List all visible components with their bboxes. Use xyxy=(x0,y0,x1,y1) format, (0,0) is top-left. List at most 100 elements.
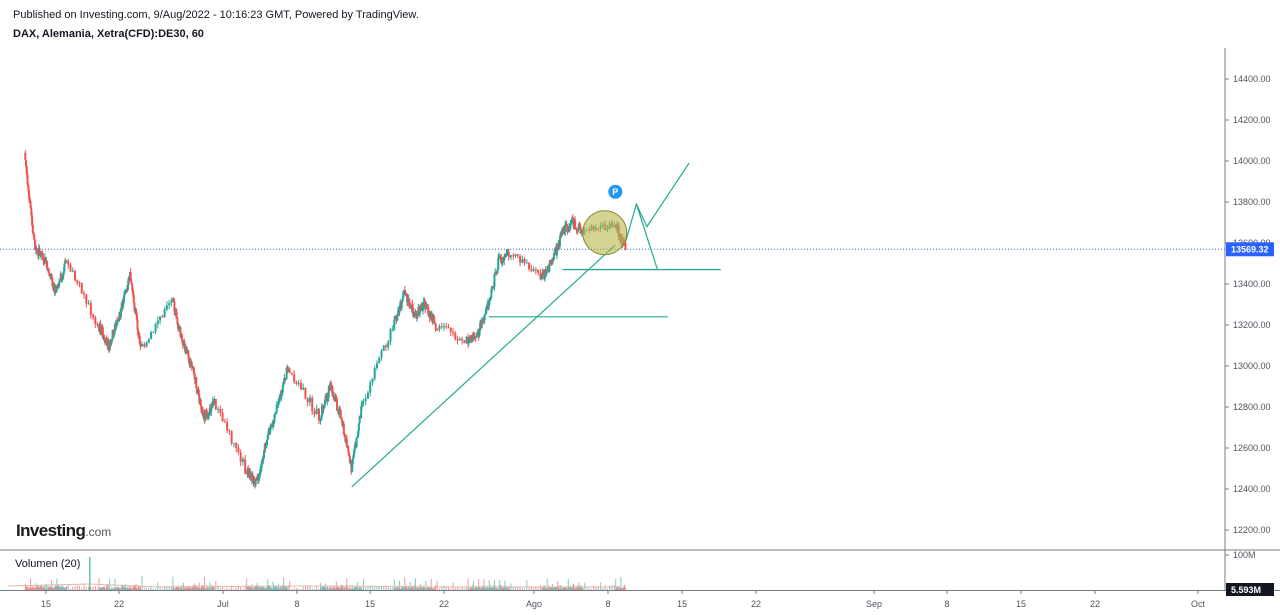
candle-body xyxy=(197,388,200,394)
candle-body xyxy=(41,254,44,257)
candle-body xyxy=(338,408,341,415)
volume-bar xyxy=(554,586,556,590)
volume-bar xyxy=(557,581,559,590)
candle-body xyxy=(539,272,542,280)
volume-bar xyxy=(383,585,385,590)
volume-bar xyxy=(558,585,560,590)
candle-body xyxy=(456,339,459,341)
candle-body xyxy=(134,309,137,314)
candle-body xyxy=(232,443,235,445)
volume-bar xyxy=(493,585,495,590)
volume-bar xyxy=(430,578,432,590)
price-axis[interactable]: 14400.0014200.0014000.0013800.0013600.00… xyxy=(1225,74,1271,560)
volume-bar xyxy=(404,577,406,590)
volume-bar xyxy=(97,587,99,590)
volume-bar xyxy=(137,585,139,590)
candle-body xyxy=(577,229,580,231)
volume-bar xyxy=(512,586,514,590)
candle-body xyxy=(467,340,470,344)
price-tick-label: 12400.00 xyxy=(1233,484,1271,494)
time-axis[interactable]: 15 22 Jul 8 15 22 Ago 8 15 22 Sep 8 15 22 Oct xyxy=(41,590,1206,609)
volume-bar xyxy=(27,586,29,590)
price-tick-label: 14400.00 xyxy=(1233,74,1271,84)
candle-body xyxy=(570,220,573,224)
volume-bar xyxy=(484,588,486,590)
volume-bar xyxy=(150,586,152,590)
volume-bar xyxy=(283,586,285,590)
volume-bar xyxy=(414,585,416,590)
volume-bar xyxy=(521,588,523,590)
volume-bar xyxy=(563,587,565,590)
volume-bar xyxy=(85,586,87,590)
candle-body xyxy=(333,400,336,402)
candle-body xyxy=(360,402,363,407)
time-tick-label: 22 xyxy=(751,599,761,609)
candle-body xyxy=(356,436,359,438)
volume-bars xyxy=(7,557,626,590)
volume-bar xyxy=(133,586,135,590)
volume-bar xyxy=(302,586,304,590)
candle-body xyxy=(266,439,269,446)
volume-bar xyxy=(461,586,463,590)
candle-body xyxy=(192,367,195,375)
volume-bar xyxy=(327,587,329,590)
volume-bar xyxy=(40,585,42,590)
volume-bar xyxy=(402,587,404,590)
candle-body xyxy=(27,184,30,191)
volume-bar xyxy=(265,587,267,590)
volume-bar xyxy=(33,588,35,590)
candle-body xyxy=(31,225,34,233)
volume-bar xyxy=(570,585,572,590)
volume-bar xyxy=(178,586,180,590)
volume-bar xyxy=(155,588,157,590)
candle-body xyxy=(258,475,261,478)
candle-body xyxy=(422,301,425,307)
candle-body xyxy=(578,223,581,226)
candle-body xyxy=(353,448,356,455)
volume-indicator-label[interactable]: Volumen (20) xyxy=(15,558,81,570)
volume-bar xyxy=(263,588,265,590)
volume-bar xyxy=(344,588,346,590)
volume-bar xyxy=(286,585,288,590)
candle-body xyxy=(366,392,369,399)
volume-bar xyxy=(505,587,507,590)
volume-bar xyxy=(41,585,43,590)
volume-bar xyxy=(94,586,96,590)
volume-bar xyxy=(330,585,332,590)
candle-body xyxy=(565,224,568,227)
volume-bar xyxy=(42,587,44,590)
volume-bar xyxy=(194,585,196,590)
candle-body xyxy=(516,254,519,257)
candle-body xyxy=(193,374,196,380)
volume-bar xyxy=(568,586,570,590)
volume-bar xyxy=(48,586,50,590)
last-price-badge-label: 13569.32 xyxy=(1231,244,1269,254)
candle-body xyxy=(139,343,142,347)
candle-body xyxy=(348,456,351,463)
volume-bar xyxy=(416,588,418,590)
volume-bar xyxy=(613,585,615,590)
candle-body xyxy=(288,368,291,373)
volume-bar xyxy=(433,588,435,590)
time-tick-label: Ago xyxy=(526,599,542,609)
volume-bar xyxy=(443,585,445,590)
volume-bar xyxy=(175,587,177,590)
volume-bar xyxy=(244,585,246,590)
volume-bar xyxy=(44,585,46,590)
volume-bar xyxy=(99,587,101,590)
volume-bar xyxy=(624,587,626,590)
volume-bar xyxy=(98,577,100,590)
volume-bar xyxy=(604,585,606,590)
candle-body xyxy=(29,201,32,208)
volume-bar xyxy=(452,582,454,590)
candle-body xyxy=(433,322,436,324)
volume-bar xyxy=(291,588,293,590)
time-tick-label: 22 xyxy=(1090,599,1100,609)
volume-bar xyxy=(544,585,546,590)
candle-body xyxy=(302,387,305,390)
volume-bar xyxy=(127,586,129,590)
volume-bar xyxy=(478,585,480,590)
candle-body xyxy=(299,382,302,390)
volume-bar xyxy=(295,587,297,590)
